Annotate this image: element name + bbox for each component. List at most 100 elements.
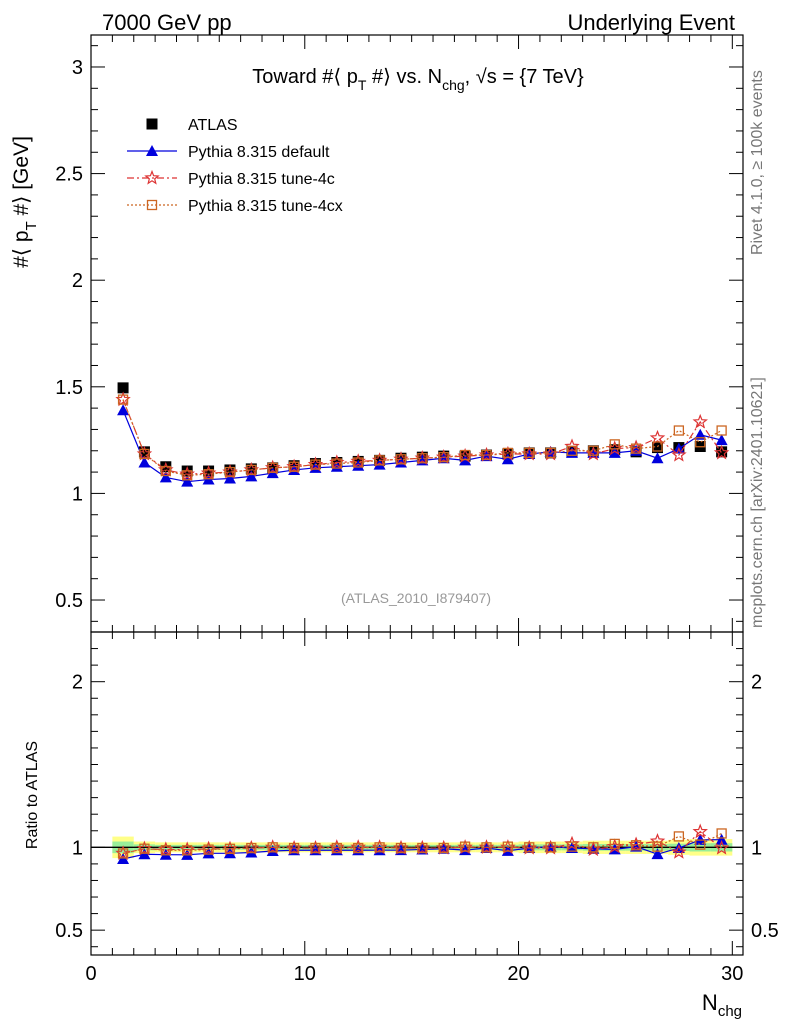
legend: ATLAS Pythia 8.315 default Pythia 8.315 tu… xyxy=(127,117,343,215)
ratio-point-pythia-8-315-tune-4cx xyxy=(246,842,257,854)
x-tick-label: 0 xyxy=(85,963,96,985)
ratio-point-pythia-8-315-tune-4cx xyxy=(630,840,642,851)
data-point-pythia-8-315-tune-4c xyxy=(692,413,708,429)
ratio-point-pythia-8-315-tune-4cx xyxy=(374,842,385,853)
data-point-pythia-8-315-default xyxy=(330,460,343,472)
data-point-pythia-8-315-tune-4cx xyxy=(673,425,685,436)
ratio-point-pythia-8-315-default xyxy=(694,833,707,845)
data-point-pythia-8-315-tune-4cx xyxy=(182,470,193,481)
data-point-pythia-8-315-default xyxy=(181,475,194,487)
legend-label-pythia-8-315-tune-4cx: Pythia 8.315 tune-4cx xyxy=(188,198,343,215)
ratio-point-pythia-8-315-tune-4cx xyxy=(117,848,129,859)
data-point-atlas xyxy=(117,382,129,394)
ratio-point-pythia-8-315-default xyxy=(202,847,215,859)
data-point-pythia-8-315-default xyxy=(138,456,151,468)
data-point-pythia-8-315-tune-4cx xyxy=(331,458,342,469)
mcplots-label: mcplots.cern.ch [arXiv:2401.10621] xyxy=(749,377,766,628)
data-point-atlas xyxy=(245,463,257,475)
ratio-point-pythia-8-315-tune-4cx xyxy=(673,831,685,842)
ratio-point-pythia-8-315-tune-4cx xyxy=(353,842,364,854)
ratio-point-pythia-8-315-tune-4cx xyxy=(203,844,214,855)
chart-title: Toward #⟨ pT #⟩ vs. Nchg, √s = {7 TeV} xyxy=(252,66,584,93)
ratio-point-pythia-8-315-tune-4cx xyxy=(481,842,492,853)
x-tick-label: 20 xyxy=(507,963,529,985)
y-tick-label: 2.5 xyxy=(55,164,83,186)
data-point-pythia-8-315-default xyxy=(694,428,707,440)
ratio-series-group xyxy=(115,823,730,864)
data-point-pythia-8-315-tune-4c xyxy=(649,429,666,445)
ratio-point-pythia-8-315-tune-4cx xyxy=(652,841,663,852)
header-analysis-label: Underlying Event xyxy=(567,10,735,35)
ratio-point-pythia-8-315-tune-4cx xyxy=(288,842,300,854)
ratio-point-pythia-8-315-tune-4cx xyxy=(524,842,535,853)
ratio-y-tick-label: 2 xyxy=(72,672,83,694)
legend-marker-atlas xyxy=(146,118,158,130)
ratio-point-pythia-8-315-tune-4cx xyxy=(716,828,727,839)
ratio-point-pythia-8-315-default xyxy=(715,833,728,845)
data-point-pythia-8-315-default xyxy=(651,452,664,464)
ratio-point-pythia-8-315-tune-4c xyxy=(713,839,730,855)
ratio-point-pythia-8-315-tune-4c xyxy=(692,823,708,839)
y-tick-label: 0.5 xyxy=(55,590,83,612)
data-point-pythia-8-315-default xyxy=(117,404,130,416)
data-point-pythia-8-315-tune-4cx xyxy=(459,449,471,461)
ratio-point-pythia-8-315-tune-4cx xyxy=(609,838,620,850)
data-point-pythia-8-315-default xyxy=(373,458,386,470)
ratio-point-pythia-8-315-tune-4cx xyxy=(310,842,321,854)
data-point-pythia-8-315-default xyxy=(501,453,514,465)
x-tick-label: 30 xyxy=(721,963,743,985)
data-point-pythia-8-315-default xyxy=(608,446,621,458)
data-point-pythia-8-315-tune-4cx xyxy=(502,447,514,459)
ratio-point-pythia-8-315-tune-4cx xyxy=(160,845,171,856)
header-beam-label: 7000 GeV pp xyxy=(102,10,232,35)
ratio-point-pythia-8-315-tune-4cx xyxy=(502,841,514,852)
data-point-atlas xyxy=(138,446,150,458)
data-point-pythia-8-315-tune-4cx xyxy=(695,437,706,448)
data-point-pythia-8-315-tune-4cx xyxy=(395,454,407,465)
data-point-pythia-8-315-tune-4cx xyxy=(545,447,556,459)
legend-marker-pythia-8-315-tune-4c xyxy=(144,169,160,185)
data-point-pythia-8-315-tune-4cx xyxy=(310,459,321,470)
main-series-group xyxy=(115,382,730,487)
ratio-point-pythia-8-315-tune-4cx xyxy=(182,845,193,856)
ratio-point-pythia-8-315-tune-4cx xyxy=(267,842,278,853)
x-axis-label: Nchg xyxy=(702,990,742,1020)
data-point-pythia-8-315-tune-4cx xyxy=(524,447,535,459)
ratio-point-pythia-8-315-default xyxy=(565,842,578,854)
data-point-pythia-8-315-tune-4c xyxy=(671,446,687,462)
data-point-pythia-8-315-tune-4cx xyxy=(417,453,428,464)
ratio-y-tick-label-right: 0.5 xyxy=(751,920,779,942)
data-point-pythia-8-315-tune-4cx xyxy=(160,465,171,477)
ratio-point-pythia-8-315-tune-4c xyxy=(671,843,687,859)
data-point-pythia-8-315-tune-4cx xyxy=(652,441,663,452)
data-point-pythia-8-315-tune-4cx xyxy=(566,445,578,456)
ratio-y-tick-label: 0.5 xyxy=(55,920,83,942)
data-point-atlas xyxy=(651,442,663,454)
data-point-pythia-8-315-tune-4cx xyxy=(609,439,620,450)
data-point-pythia-8-315-default xyxy=(352,459,365,471)
data-point-pythia-8-315-tune-4cx xyxy=(374,455,385,466)
data-point-atlas xyxy=(224,464,236,476)
ratio-plot-panel: 0 10 20 30 0.5 0.5 1 1 2 2 Ratio to ATLAS Nchg xyxy=(24,631,779,1020)
data-point-pythia-8-315-tune-4cx xyxy=(588,445,599,456)
ratio-point-pythia-8-315-tune-4c xyxy=(649,833,666,848)
ratio-point-pythia-8-315-tune-4cx xyxy=(566,841,578,852)
data-point-pythia-8-315-tune-4cx xyxy=(117,394,129,405)
ratio-y-tick-label: 1 xyxy=(72,837,83,859)
data-point-pythia-8-315-tune-4c xyxy=(713,444,730,460)
data-point-pythia-8-315-tune-4cx xyxy=(224,466,236,478)
data-point-atlas xyxy=(716,446,728,458)
data-point-pythia-8-315-tune-4cx xyxy=(353,457,364,468)
data-point-pythia-8-315-tune-4cx xyxy=(630,443,642,454)
ratio-point-pythia-8-315-tune-4cx xyxy=(459,841,471,852)
data-point-pythia-8-315-tune-4cx xyxy=(246,464,257,476)
legend-marker-pythia-8-315-tune-4cx xyxy=(146,199,158,211)
series-line-pythia-8-315-tune-4c xyxy=(122,399,723,475)
legend-label-atlas: ATLAS xyxy=(188,117,238,134)
data-point-pythia-8-315-default xyxy=(159,471,172,483)
ratio-point-pythia-8-315-tune-4cx xyxy=(438,842,449,854)
ratio-point-pythia-8-315-tune-4cx xyxy=(417,842,428,854)
legend-label-pythia-8-315-tune-4c: Pythia 8.315 tune-4c xyxy=(188,171,335,188)
data-point-pythia-8-315-default xyxy=(715,434,728,446)
